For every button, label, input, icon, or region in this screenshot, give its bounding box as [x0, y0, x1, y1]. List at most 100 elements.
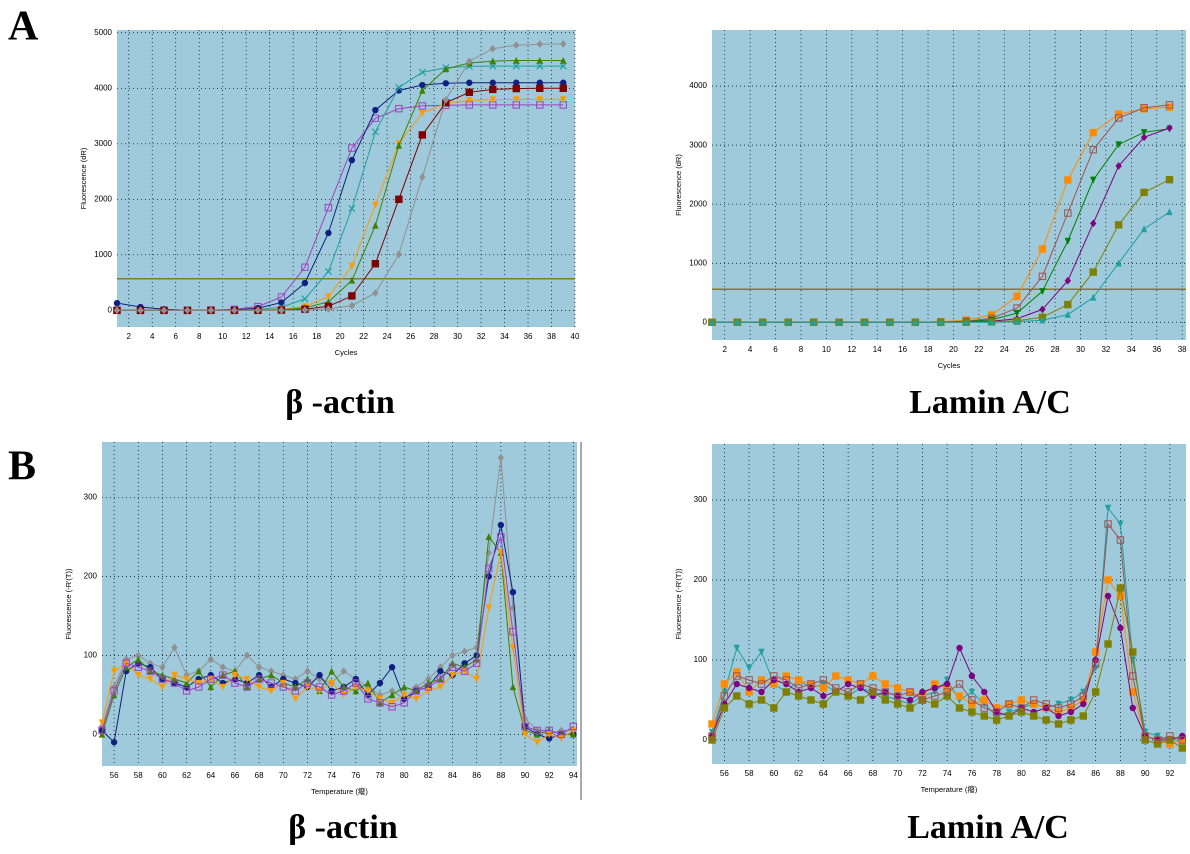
- y-tick-label: 3000: [689, 140, 707, 149]
- x-tick-label: 8: [197, 332, 202, 341]
- marker: [1091, 648, 1100, 656]
- marker: [419, 109, 426, 117]
- marker: [1114, 221, 1123, 229]
- marker: [301, 295, 309, 303]
- marker: [291, 687, 300, 695]
- marker: [485, 564, 493, 573]
- marker: [340, 691, 347, 699]
- marker: [449, 651, 456, 660]
- series-line: [117, 43, 564, 311]
- marker: [931, 700, 939, 708]
- marker: [509, 627, 517, 636]
- marker: [844, 688, 852, 696]
- marker: [135, 655, 142, 663]
- x-tick-label: 72: [918, 769, 927, 778]
- marker: [122, 663, 130, 671]
- marker: [207, 675, 215, 683]
- marker: [560, 40, 567, 48]
- x-axis-title: Cycles: [335, 348, 358, 357]
- marker: [968, 700, 976, 708]
- x-tick-label: 60: [158, 771, 167, 780]
- marker: [324, 267, 333, 276]
- marker: [988, 318, 995, 326]
- marker: [219, 663, 227, 672]
- x-axis-title: Temperature (癈): [921, 784, 978, 794]
- marker: [348, 262, 356, 270]
- marker: [745, 684, 753, 692]
- marker: [110, 739, 118, 746]
- marker: [489, 79, 496, 86]
- marker: [1104, 592, 1112, 600]
- marker: [449, 671, 456, 679]
- marker: [113, 306, 121, 315]
- y-tick-label: 3000: [94, 139, 112, 148]
- marker: [348, 156, 356, 164]
- marker: [98, 722, 106, 731]
- x-tick-label: 58: [134, 771, 143, 780]
- marker: [844, 692, 852, 700]
- marker: [521, 722, 529, 731]
- y-tick-label: 0: [93, 729, 98, 738]
- marker: [325, 229, 332, 237]
- marker: [442, 65, 450, 73]
- marker: [412, 687, 420, 695]
- x-tick-label: 26: [1025, 345, 1034, 354]
- marker: [170, 679, 179, 687]
- marker: [794, 692, 803, 700]
- marker: [513, 56, 520, 64]
- x-tick-label: 30: [453, 332, 462, 341]
- marker: [782, 672, 790, 680]
- marker: [513, 96, 520, 104]
- marker: [1116, 592, 1125, 600]
- x-tick-label: 82: [1042, 769, 1051, 778]
- marker: [424, 683, 433, 691]
- marker: [1141, 736, 1149, 744]
- marker: [832, 672, 840, 680]
- series-line: [101, 535, 574, 735]
- marker: [1165, 101, 1174, 109]
- x-tick-label: 24: [1000, 345, 1009, 354]
- panel-label: A: [8, 4, 39, 50]
- marker: [570, 730, 577, 738]
- marker: [110, 667, 118, 675]
- marker: [869, 684, 877, 692]
- marker: [1067, 716, 1075, 724]
- marker: [147, 664, 154, 671]
- marker: [968, 672, 976, 680]
- marker: [968, 708, 976, 716]
- marker: [1104, 640, 1112, 648]
- marker: [560, 56, 567, 64]
- marker: [546, 735, 553, 742]
- marker: [352, 679, 360, 687]
- marker: [720, 704, 729, 712]
- marker: [770, 704, 778, 712]
- marker: [489, 57, 496, 65]
- marker: [207, 683, 214, 691]
- marker: [160, 306, 168, 315]
- marker: [733, 680, 740, 688]
- marker: [279, 683, 287, 691]
- marker: [158, 675, 167, 683]
- marker: [835, 318, 843, 326]
- marker: [436, 675, 445, 683]
- x-tick-label: 12: [242, 332, 251, 341]
- marker: [348, 292, 356, 300]
- marker: [255, 671, 263, 679]
- marker: [171, 671, 178, 679]
- x-tick-label: 86: [472, 771, 481, 780]
- marker: [1080, 700, 1087, 708]
- y-tick-label: 1000: [94, 250, 112, 259]
- marker: [268, 667, 275, 675]
- marker: [352, 687, 360, 695]
- marker: [98, 726, 106, 735]
- x-tick-label: 18: [924, 345, 933, 354]
- marker: [278, 299, 285, 306]
- marker: [395, 195, 403, 204]
- marker: [159, 683, 166, 691]
- marker: [1091, 688, 1100, 696]
- marker: [348, 204, 356, 213]
- x-tick-label: 32: [1101, 345, 1110, 354]
- x-tick-label: 76: [351, 771, 360, 780]
- marker: [207, 306, 215, 315]
- marker: [536, 56, 543, 64]
